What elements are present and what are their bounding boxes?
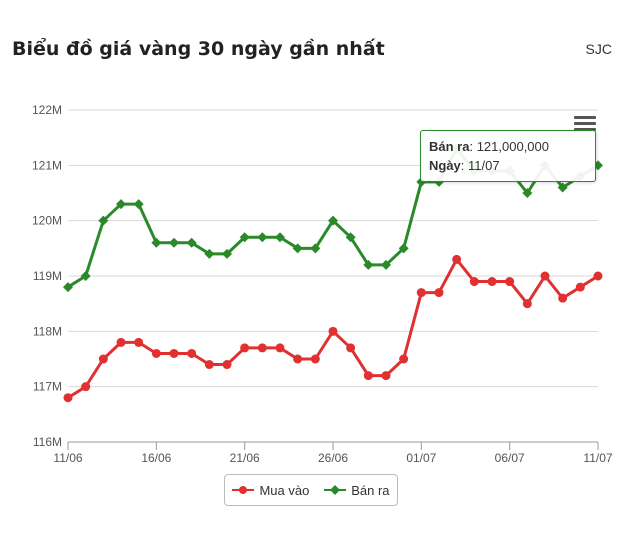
data-point-mua-vao	[275, 343, 285, 353]
y-tick-label: 118M	[33, 324, 62, 338]
x-tick-label: 11/07	[583, 451, 612, 465]
y-tick-label: 119M	[33, 269, 62, 283]
data-point-ban-ra	[133, 199, 144, 210]
data-point-mua-vao	[98, 354, 108, 364]
data-point-mua-vao	[522, 299, 532, 309]
source-label: SJC	[585, 41, 612, 57]
y-tick-label: 121M	[32, 158, 62, 172]
data-point-mua-vao	[452, 254, 462, 264]
data-point-ban-ra	[328, 215, 338, 226]
tooltip-value: 121,000,000	[476, 139, 549, 154]
data-point-mua-vao	[169, 348, 179, 358]
tooltip-series-label: Bán ra	[429, 139, 470, 154]
data-point-ban-ra	[363, 259, 374, 270]
legend-label-ban-ra: Bán ra	[351, 482, 390, 498]
data-point-mua-vao	[399, 354, 409, 364]
hamburger-menu-icon[interactable]	[574, 116, 596, 134]
data-point-mua-vao	[593, 271, 603, 281]
data-point-mua-vao	[363, 371, 373, 381]
legend-item-mua-vao[interactable]: Mua vào	[232, 483, 309, 498]
data-point-ban-ra	[345, 232, 356, 243]
circle-marker-icon	[232, 486, 255, 494]
data-point-mua-vao	[240, 343, 250, 353]
data-point-mua-vao	[346, 343, 356, 353]
data-point-mua-vao	[558, 293, 568, 303]
data-point-ban-ra	[292, 243, 303, 254]
x-tick-label: 11/06	[53, 451, 82, 465]
data-point-mua-vao	[487, 277, 497, 287]
data-point-ban-ra	[116, 199, 126, 210]
data-point-mua-vao	[134, 337, 144, 347]
data-point-ban-ra	[275, 232, 285, 243]
data-point-mua-vao	[310, 354, 320, 364]
data-point-mua-vao	[434, 288, 444, 298]
data-point-mua-vao	[63, 393, 73, 403]
data-point-ban-ra	[169, 237, 179, 248]
data-point-ban-ra	[239, 232, 250, 243]
legend-item-ban-ra[interactable]: Bán ra	[324, 482, 390, 498]
data-point-ban-ra	[222, 248, 232, 259]
y-tick-label: 117M	[33, 380, 62, 394]
data-point-ban-ra	[80, 271, 91, 281]
y-tick-label: 122M	[32, 103, 62, 117]
data-point-mua-vao	[293, 354, 303, 364]
x-tick-label: 06/07	[495, 451, 525, 465]
tooltip-date-label: Ngày	[429, 158, 461, 173]
data-point-mua-vao	[540, 271, 550, 281]
data-point-mua-vao	[575, 282, 585, 292]
data-point-mua-vao	[81, 382, 91, 392]
x-tick-label: 01/07	[406, 451, 436, 465]
data-point-mua-vao	[328, 326, 338, 336]
data-point-ban-ra	[557, 182, 568, 193]
data-point-ban-ra	[98, 215, 109, 226]
data-point-mua-vao	[257, 343, 267, 353]
chart-title: Biểu đồ giá vàng 30 ngày gần nhất	[12, 38, 385, 60]
chart-legend: Mua vào Bán ra	[224, 474, 398, 506]
data-point-ban-ra	[310, 243, 321, 254]
x-tick-label: 26/06	[318, 451, 348, 465]
legend-label-mua-vao: Mua vào	[259, 482, 310, 498]
data-point-mua-vao	[204, 360, 214, 370]
data-point-mua-vao	[222, 360, 232, 370]
data-point-mua-vao	[151, 348, 161, 358]
data-point-ban-ra	[63, 282, 73, 293]
data-point-ban-ra	[151, 237, 162, 248]
y-tick-label: 116M	[33, 435, 62, 449]
chart-tooltip: Bán ra: 121,000,000 Ngày: 11/07	[420, 130, 596, 182]
data-point-mua-vao	[116, 337, 126, 347]
tooltip-date: 11/07	[468, 158, 500, 173]
y-tick-label: 120M	[32, 214, 62, 228]
x-tick-label: 21/06	[230, 451, 260, 465]
data-point-mua-vao	[381, 371, 391, 381]
data-point-ban-ra	[186, 237, 197, 248]
data-point-ban-ra	[204, 248, 215, 259]
data-point-ban-ra	[398, 243, 409, 254]
data-point-mua-vao	[505, 277, 515, 287]
data-point-mua-vao	[469, 277, 479, 287]
data-point-mua-vao	[187, 348, 197, 358]
data-point-ban-ra	[522, 188, 533, 198]
data-point-ban-ra	[381, 259, 391, 270]
x-tick-label: 16/06	[141, 451, 171, 465]
diamond-marker-icon	[324, 485, 347, 495]
data-point-mua-vao	[416, 288, 426, 298]
data-point-ban-ra	[257, 232, 268, 243]
